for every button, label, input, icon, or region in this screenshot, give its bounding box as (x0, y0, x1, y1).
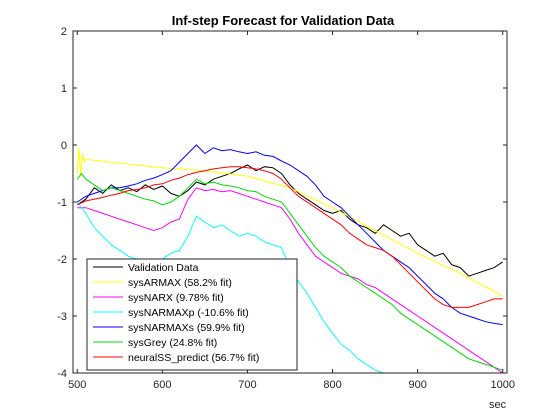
series-line-5 (76, 172, 503, 371)
y-tick-label-4: 0 (61, 140, 67, 152)
ticks-group: 500 600 700 800 900 1000 -4 -3 -2 -1 0 1 2 (57, 26, 515, 391)
x-tick-label-4: 900 (408, 379, 426, 391)
legend-label-1: sysARMAX (58.2% fit) (128, 277, 232, 289)
x-tick-label-0: 500 (68, 379, 86, 391)
chart-title: Inf-step Forecast for Validation Data (172, 13, 395, 28)
y-tick-label-0: -4 (57, 368, 67, 380)
x-tick-label-1: 600 (153, 379, 171, 391)
x-tick-label-3: 800 (323, 379, 341, 391)
legend: Validation Data sysARMAX (58.2% fit) sysNA… (86, 258, 298, 371)
series-line-1 (76, 147, 503, 297)
legend-label-5: sysGrey (24.8% fit) (128, 337, 217, 349)
series-line-6 (77, 166, 503, 308)
x-tick-label-5: 1000 (491, 379, 515, 391)
legend-label-2: sysNARX (9.78% fit) (128, 292, 224, 304)
legend-label-3: sysNARMAXp (-10.6% fit) (128, 307, 249, 319)
series-line-4 (77, 144, 503, 326)
x-axis-label: sec (489, 399, 507, 411)
legend-box (86, 258, 298, 371)
y-tick-label-5: 1 (61, 83, 67, 95)
series-line-2 (77, 187, 503, 373)
legend-label-4: sysNARMAXs (59.9% fit) (128, 322, 245, 334)
legend-label-0: Validation Data (128, 262, 199, 274)
y-tick-label-6: 2 (61, 26, 67, 38)
y-tick-label-3: -1 (57, 197, 67, 209)
y-tick-label-2: -2 (57, 254, 67, 266)
series-group (76, 144, 503, 373)
x-tick-label-2: 700 (238, 379, 256, 391)
legend-label-6: neuralSS_predict (56.7% fit) (128, 352, 259, 364)
y-tick-label-1: -3 (57, 311, 67, 323)
series-line-3 (76, 201, 384, 373)
